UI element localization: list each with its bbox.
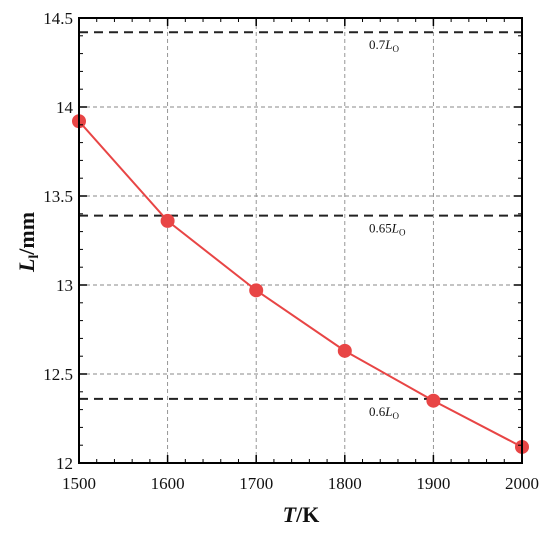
plot-border — [78, 17, 523, 464]
x-tick-label: 1700 — [239, 474, 273, 493]
data-series — [72, 114, 529, 454]
data-point — [160, 213, 175, 228]
x-tick-label: 2000 — [505, 474, 539, 493]
plot-frame — [78, 17, 523, 464]
x-tick-label: 1500 — [62, 474, 96, 493]
reference-line-label: 0.6LO — [369, 404, 399, 421]
x-tick-label: 1900 — [416, 474, 450, 493]
y-tick-label: 13.5 — [43, 187, 73, 206]
x-tick-label: 1600 — [151, 474, 185, 493]
axis-ticks: 1500 1600 1700 1800 1900 2000 12 12.5 13 13.5 14 14… — [43, 9, 539, 493]
reference-line-label: 0.7LO — [369, 37, 399, 54]
reference-line-label: 0.65LO — [369, 221, 406, 238]
y-axis-title: Ll/mm — [14, 212, 42, 273]
y-tick-label: 14.5 — [43, 9, 73, 28]
data-point — [426, 393, 441, 408]
y-tick-label: 12.5 — [43, 365, 73, 384]
y-tick-label: 13 — [56, 276, 73, 295]
series-line — [78, 120, 523, 448]
x-axis-title: T/K — [283, 502, 320, 527]
reference-lines: 0.7LO 0.65LO 0.6LO — [79, 31, 522, 421]
y-tick-label: 12 — [56, 454, 73, 473]
grid — [79, 18, 522, 463]
x-tick-label: 1800 — [328, 474, 362, 493]
y-tick-label: 14 — [56, 98, 74, 117]
data-point — [249, 283, 264, 298]
data-point — [337, 343, 352, 358]
